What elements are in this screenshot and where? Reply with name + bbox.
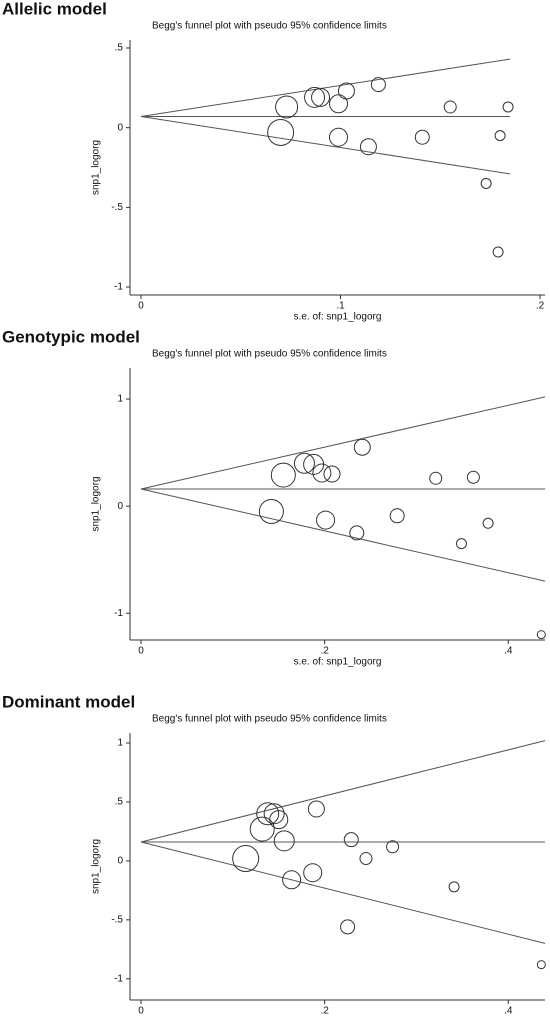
study-point xyxy=(492,246,504,258)
x-tick-label: .2 xyxy=(320,1006,329,1015)
y-tick-label: 1 xyxy=(117,394,123,405)
study-point xyxy=(323,465,341,483)
y-tick-label: 0 xyxy=(117,856,123,867)
study-point xyxy=(337,82,355,100)
y-tick-label: 1 xyxy=(117,738,123,749)
study-point xyxy=(494,130,506,142)
study-point xyxy=(349,525,365,541)
x-axis-label: s.e. of: snp1_logorg xyxy=(294,657,382,668)
heading: Allelic model xyxy=(2,0,107,18)
x-tick-label: .4 xyxy=(504,1006,513,1015)
study-point xyxy=(256,802,280,826)
y-tick-label: -.5 xyxy=(111,202,123,213)
x-axis-label: s.e. of: snp1_logorg xyxy=(294,312,382,323)
study-point xyxy=(502,101,514,113)
study-point xyxy=(386,840,400,854)
study-point xyxy=(482,517,494,529)
funnel-line xyxy=(140,116,511,175)
study-point xyxy=(340,919,356,935)
y-tick-label: -1 xyxy=(114,973,123,984)
funnel-line xyxy=(140,841,546,944)
study-point xyxy=(353,438,371,456)
study-point xyxy=(536,630,546,640)
heading: Dominant model xyxy=(2,692,135,711)
y-tick-label: -.5 xyxy=(111,914,123,925)
y-axis-label: snp1_logorg xyxy=(91,140,102,195)
study-point xyxy=(328,127,348,147)
x-tick-label: .2 xyxy=(320,646,329,657)
study-point xyxy=(267,118,295,146)
x-tick-label: .2 xyxy=(536,301,545,312)
funnel-line xyxy=(140,488,546,582)
study-point xyxy=(480,177,492,189)
study-point xyxy=(429,471,443,485)
study-point xyxy=(455,538,467,550)
study-point xyxy=(359,852,373,866)
y-tick-label: 0 xyxy=(117,501,123,512)
study-point xyxy=(466,470,480,484)
study-point xyxy=(249,816,275,842)
study-point xyxy=(311,87,331,107)
y-tick-label: -1 xyxy=(114,608,123,619)
y-tick-label: -1 xyxy=(114,282,123,293)
chart-title: Begg's funnel plot with pseudo 95% confi… xyxy=(152,21,387,32)
x-tick-label: .1 xyxy=(336,301,345,312)
y-tick-label: .5 xyxy=(115,43,124,54)
heading: Genotypic model xyxy=(2,327,140,346)
study-point xyxy=(328,94,348,114)
study-point xyxy=(370,77,386,93)
study-point xyxy=(316,510,336,530)
study-point xyxy=(258,498,284,524)
y-axis-label: snp1_logorg xyxy=(91,839,102,894)
study-point xyxy=(343,832,359,848)
study-point xyxy=(269,810,289,830)
x-tick-label: 0 xyxy=(138,646,144,657)
study-point xyxy=(293,452,315,474)
funnel-line xyxy=(140,58,511,117)
study-point xyxy=(270,462,296,488)
y-tick-label: .5 xyxy=(115,797,124,808)
x-tick-label: .4 xyxy=(504,646,513,657)
study-point xyxy=(282,870,302,890)
study-point xyxy=(414,129,430,145)
x-tick-label: 0 xyxy=(138,1006,144,1015)
study-point xyxy=(303,863,323,883)
study-point xyxy=(443,100,457,114)
study-point xyxy=(389,508,405,524)
chart-title: Begg's funnel plot with pseudo 95% confi… xyxy=(152,714,387,725)
study-point xyxy=(312,463,332,483)
funnel-line xyxy=(140,740,546,843)
study-point xyxy=(448,881,460,893)
study-point xyxy=(536,960,546,970)
study-point xyxy=(359,138,377,156)
funnel-line xyxy=(140,396,546,490)
study-point xyxy=(273,830,295,852)
study-point xyxy=(304,86,326,108)
study-point xyxy=(232,845,260,873)
study-point xyxy=(307,800,325,818)
study-point xyxy=(263,803,285,825)
study-point xyxy=(275,95,299,119)
x-tick-label: 0 xyxy=(138,301,144,312)
chart-title: Begg's funnel plot with pseudo 95% confi… xyxy=(152,349,387,360)
y-tick-label: 0 xyxy=(117,122,123,133)
y-axis-label: snp1_logorg xyxy=(91,476,102,531)
